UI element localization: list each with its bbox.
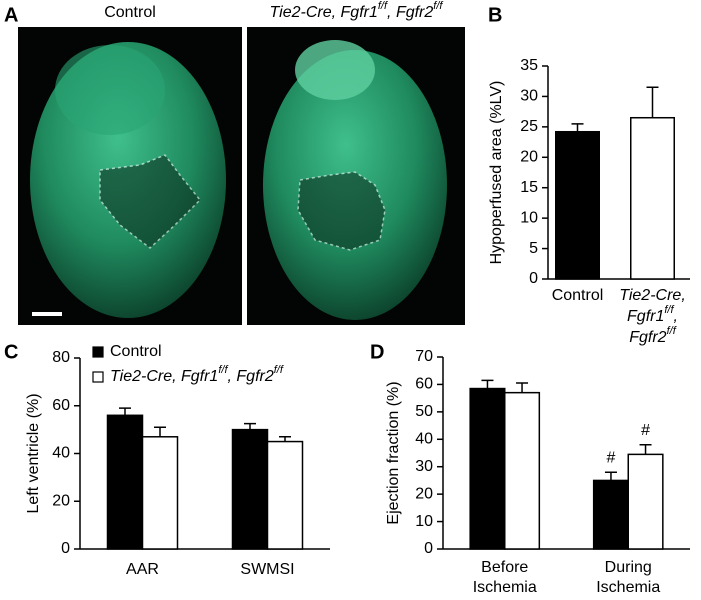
- y-tick-label: 80: [52, 349, 70, 366]
- y-tick-label: 70: [415, 348, 433, 365]
- y-axis-label: Ejection fraction (%): [385, 381, 402, 524]
- x-tick-label: Ischemia: [473, 579, 537, 596]
- legend-label-part: Tie2-Cre, Fgfr1: [110, 368, 218, 385]
- x-tick-label: During: [605, 559, 652, 576]
- y-tick-label: 30: [415, 458, 433, 475]
- legend-label-part: , Fgfr2: [228, 368, 274, 385]
- image-label-part: Tie2-Cre, Fgfr1: [270, 4, 378, 21]
- error-bar: [639, 444, 652, 455]
- panel-label: D: [370, 341, 384, 363]
- y-axis-label: Hypoperfused area (%LV): [488, 81, 505, 265]
- x-tick-label-part: Fgfr1: [627, 308, 664, 325]
- legend-label: Control: [110, 343, 162, 360]
- bar: [106, 414, 144, 550]
- error-bar: [516, 382, 529, 393]
- y-tick-label: 20: [520, 149, 538, 166]
- image-label-part: , Fgfr2: [387, 4, 433, 21]
- y-tick-label: 10: [415, 513, 433, 530]
- legend-label: Tie2-Cre, Fgfr1f/f, Fgfr2f/f: [110, 364, 284, 385]
- y-tick-label: 20: [52, 492, 70, 509]
- image-label-part: f/f: [433, 0, 443, 12]
- x-tick-label-part: ,: [674, 308, 678, 325]
- x-tick-label-part: f/f: [664, 304, 674, 316]
- y-tick-label: 40: [52, 445, 70, 462]
- bar: [231, 428, 269, 550]
- x-tick-label: AAR: [126, 561, 159, 578]
- image-label-part: f/f: [378, 0, 388, 12]
- error-bar: [571, 123, 584, 132]
- bar: [504, 391, 541, 550]
- panel-label: A: [4, 4, 18, 26]
- error-bar: [481, 379, 494, 389]
- y-tick-label: 0: [529, 270, 538, 287]
- x-tick-label: Before: [481, 559, 528, 576]
- y-tick-label: 0: [424, 540, 433, 557]
- image-label: Tie2-Cre, Fgfr1f/f, Fgfr2f/f: [270, 0, 444, 21]
- image-label: Control: [104, 4, 156, 21]
- y-tick-label: 5: [529, 240, 538, 257]
- y-tick-label: 15: [520, 179, 538, 196]
- y-axis-label: Left ventricle (%): [25, 393, 42, 513]
- y-tick-label: 20: [415, 485, 433, 502]
- y-tick-label: 30: [520, 88, 538, 105]
- y-tick-label: 60: [52, 397, 70, 414]
- y-tick-label: 25: [520, 118, 538, 135]
- error-bar: [279, 436, 291, 442]
- y-tick-label: 50: [415, 403, 433, 420]
- y-tick-label: 60: [415, 376, 433, 393]
- bar: [141, 436, 179, 550]
- error-bar: [604, 471, 617, 481]
- y-tick-label: 40: [415, 431, 433, 448]
- heart-image: [247, 27, 465, 325]
- x-tick-label: Fgfr2f/f: [629, 325, 676, 346]
- bar: [555, 130, 600, 280]
- legend-label-part: f/f: [274, 364, 284, 376]
- legend-swatch: [92, 371, 104, 383]
- legend-swatch: [92, 346, 104, 358]
- error-bar: [244, 422, 256, 430]
- bar: [630, 116, 675, 280]
- bar: [469, 387, 506, 550]
- x-tick-label: Ischemia: [596, 579, 660, 596]
- bar: [627, 453, 664, 550]
- significance-marker: #: [607, 449, 616, 466]
- panel-label: B: [488, 4, 502, 26]
- panel-label: C: [4, 341, 18, 363]
- y-tick-label: 35: [520, 57, 538, 74]
- x-tick-label: Control: [552, 287, 604, 304]
- y-tick-label: 10: [520, 209, 538, 226]
- x-tick-label-part: f/f: [667, 325, 677, 337]
- error-bar: [646, 86, 659, 118]
- x-tick-label: Fgfr1f/f,: [627, 304, 678, 325]
- error-bar: [154, 426, 166, 437]
- bar: [266, 440, 304, 550]
- legend-label-part: f/f: [218, 364, 228, 376]
- y-tick-label: 0: [61, 540, 70, 557]
- error-bar: [119, 407, 131, 416]
- heart-image: [18, 27, 242, 325]
- x-tick-label: Tie2-Cre,: [619, 287, 686, 304]
- bar: [592, 479, 629, 550]
- x-tick-label: SWMSI: [240, 561, 294, 578]
- x-tick-label-part: Fgfr2: [629, 329, 666, 346]
- significance-marker: #: [641, 422, 650, 439]
